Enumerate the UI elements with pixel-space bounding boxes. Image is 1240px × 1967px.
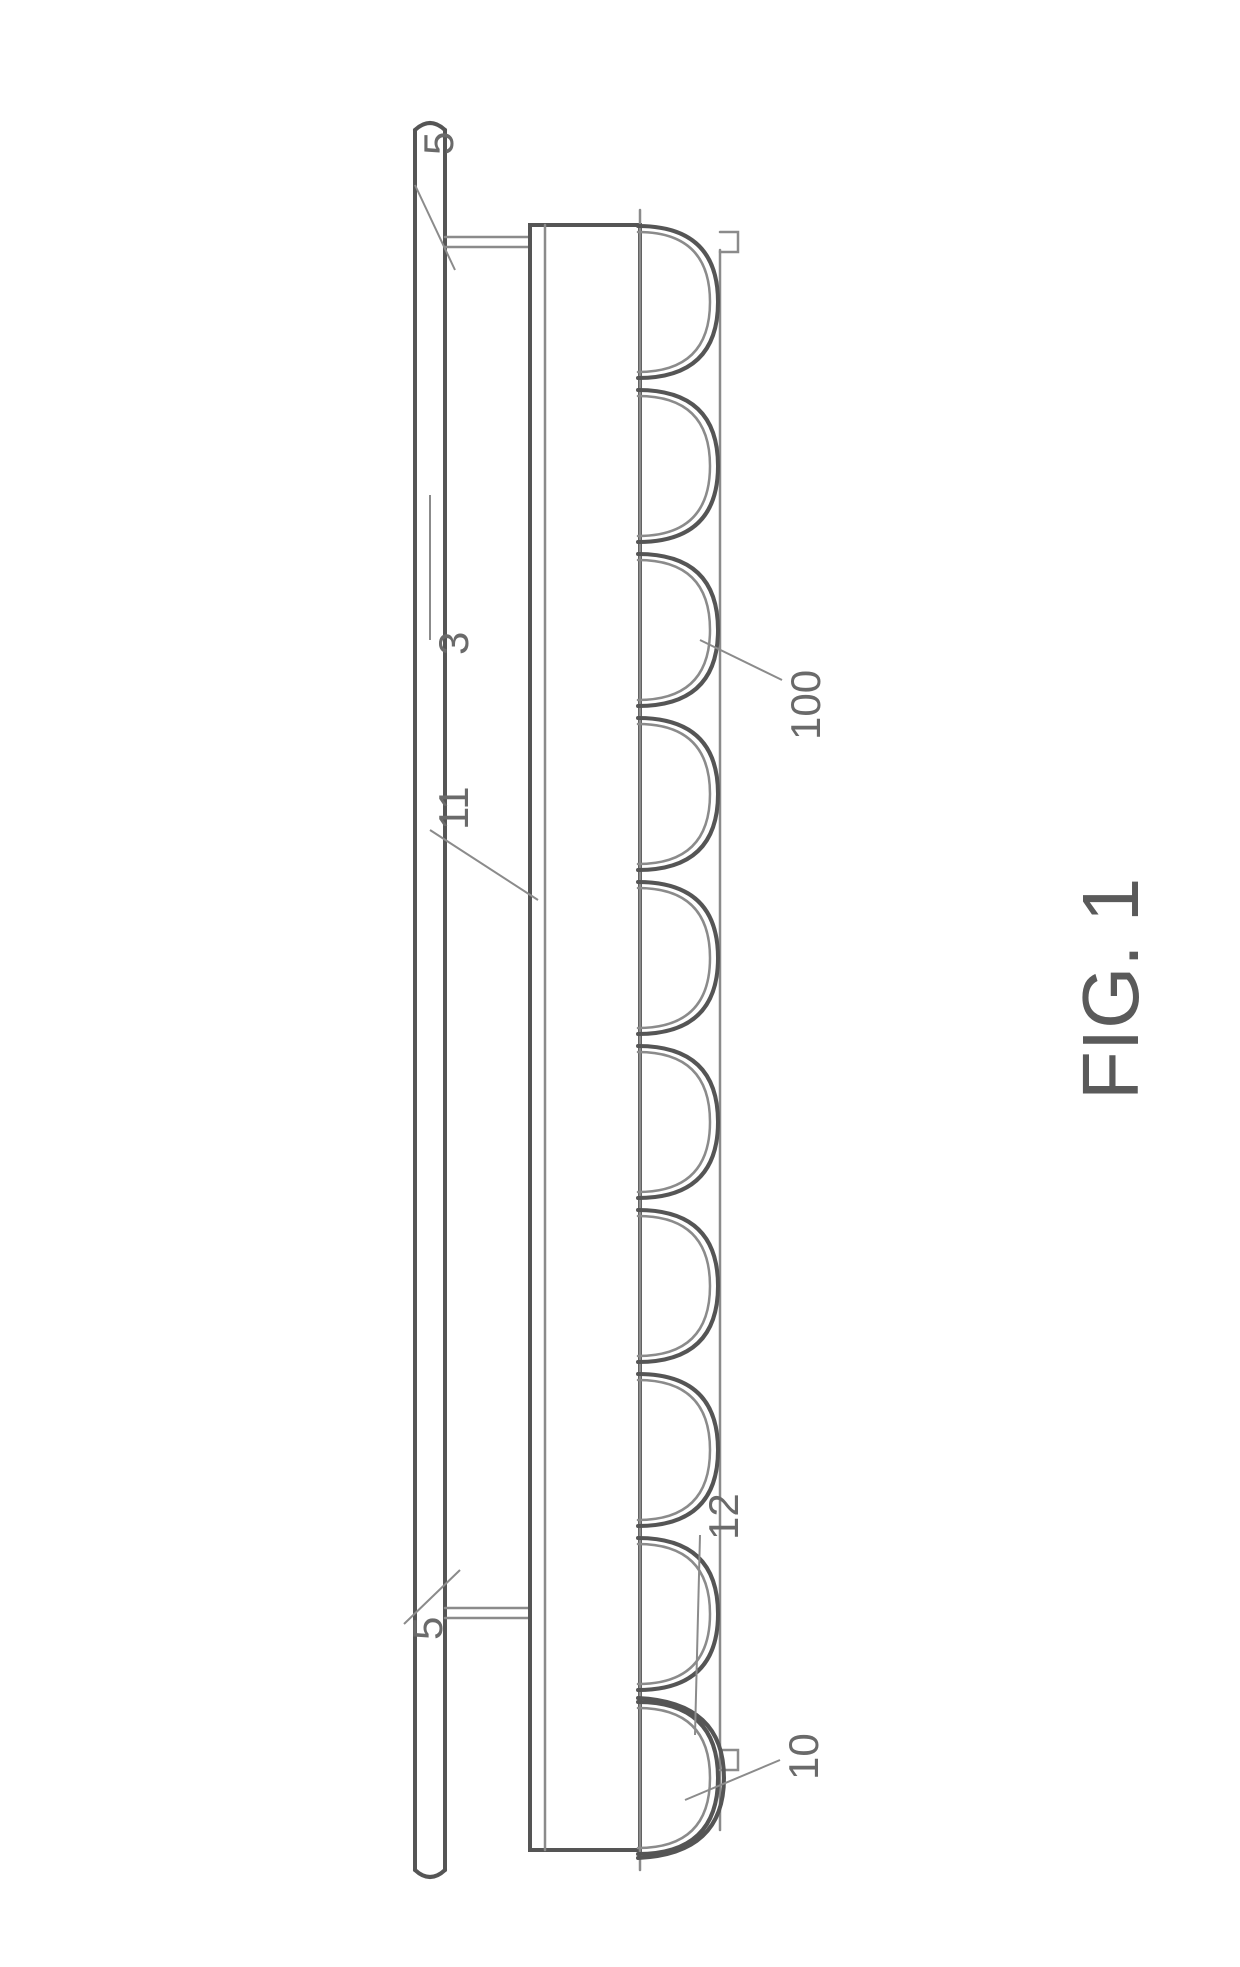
ref-label-12: 12 (700, 1493, 748, 1540)
ref-label-5: 5 (415, 132, 463, 155)
figure-caption: FIG. 1 (1065, 878, 1157, 1100)
patent-figure-drawing (0, 0, 1240, 1967)
ref-label-100: 100 (782, 670, 830, 740)
page: 3 5 5 11 100 12 10 FIG. 1 (0, 0, 1240, 1967)
ref-label-3: 3 (430, 632, 478, 655)
ref-label-11: 11 (430, 786, 478, 830)
ref-label-5: 5 (404, 1617, 452, 1640)
ref-label-10: 10 (780, 1733, 828, 1780)
